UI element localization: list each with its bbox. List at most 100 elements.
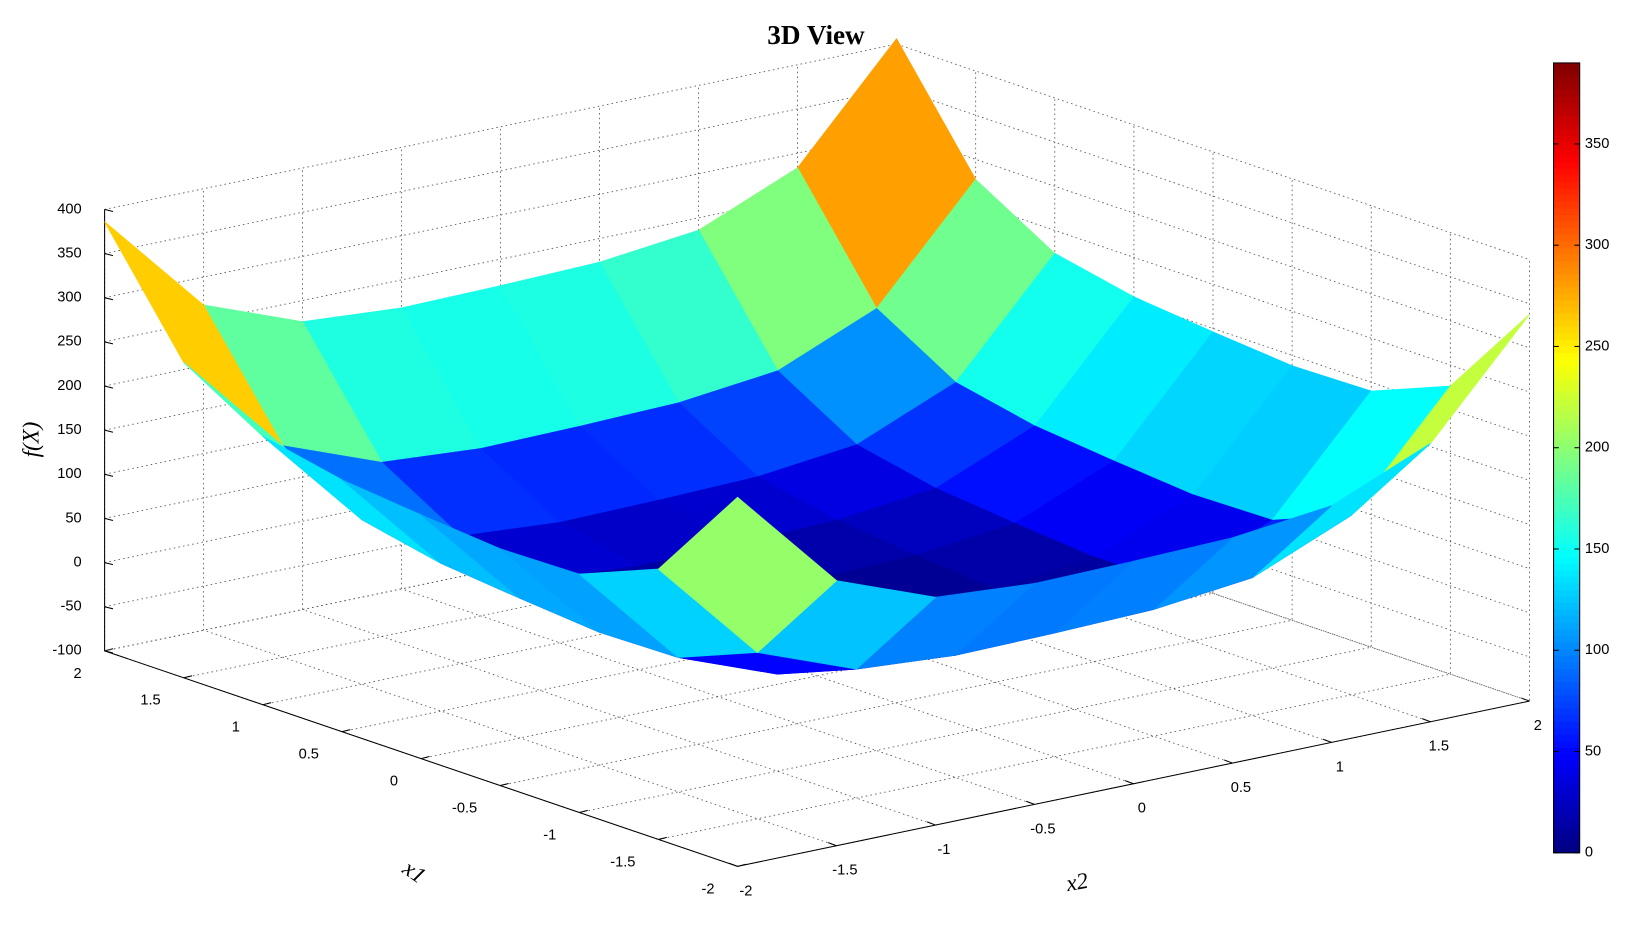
y-tick-label: -0.5 (1030, 821, 1055, 837)
colorbar-segment (1553, 155, 1580, 163)
grid-line (104, 485, 1530, 702)
colorbar-segment (1553, 556, 1580, 564)
colorbar-segment (1553, 602, 1580, 610)
colorbar-segment (1553, 405, 1580, 413)
tick-mark (262, 702, 272, 706)
colorbar-segment (1553, 550, 1580, 558)
x-tick-label: 0.5 (299, 747, 319, 763)
colorbar-segment (1553, 424, 1580, 433)
y-tick-label: 0.5 (1231, 780, 1251, 796)
colorbar-segment (1553, 161, 1580, 169)
colorbar-tick-label: 250 (1585, 338, 1609, 354)
colorbar-segment (1553, 207, 1580, 215)
colorbar-segment (1553, 800, 1580, 808)
tick-mark (104, 253, 114, 257)
colorbar-segment (1553, 411, 1580, 419)
colorbar-segment (1553, 214, 1580, 222)
colorbar-segment (1553, 688, 1580, 696)
tick-mark (104, 562, 114, 566)
z-tick-label: 200 (57, 378, 81, 394)
surface-patch (657, 496, 838, 653)
colorbar-segment (1553, 813, 1580, 821)
colorbar-segment (1553, 642, 1580, 650)
z-axis-label: f(X) (18, 422, 44, 458)
colorbar-segment (1553, 148, 1580, 156)
colorbar-segment (1553, 313, 1580, 321)
colorbar-segment (1553, 681, 1580, 689)
x-axis-label: x1 (398, 854, 432, 888)
z-tick-label: 350 (57, 245, 81, 261)
colorbar-segment (1553, 115, 1580, 123)
z-tick-label: 0 (73, 554, 81, 570)
tick-mark (579, 809, 588, 814)
colorbar-tick-label: 150 (1585, 541, 1609, 557)
colorbar-segment (1553, 141, 1580, 150)
tick-mark (1322, 738, 1332, 743)
chart-title: 3D View (767, 20, 865, 50)
colorbar-segment (1553, 122, 1580, 130)
colorbar-segment (1553, 220, 1580, 229)
colorbar-segment (1553, 464, 1580, 472)
colorbar-segment (1553, 510, 1580, 518)
colorbar-segment (1553, 477, 1580, 485)
colorbar-segment (1553, 484, 1580, 492)
grid-line (104, 87, 1530, 305)
grid-line (203, 188, 837, 847)
colorbar-segment (1553, 747, 1580, 755)
tick-mark (341, 729, 351, 733)
colorbar-segment (1553, 622, 1580, 630)
z-tick-label: 250 (57, 334, 81, 350)
tick-mark (1223, 759, 1233, 764)
colorbar-segment (1553, 339, 1580, 347)
colorbar-segment (1553, 694, 1580, 702)
colorbar-segment (1553, 714, 1580, 722)
colorbar-segment (1553, 543, 1580, 551)
x-tick-label: -2 (702, 881, 715, 897)
tick-mark (104, 517, 114, 522)
colorbar-segment (1553, 457, 1580, 465)
x-tick-label: 1.5 (140, 693, 160, 709)
tick-mark (926, 821, 936, 826)
y-tick-label: -1.5 (832, 863, 857, 879)
tick-mark (420, 756, 430, 760)
colorbar-segment (1553, 833, 1580, 841)
grid-line (104, 43, 1530, 261)
colorbar-segment (1553, 589, 1580, 597)
grid-line (341, 124, 1135, 733)
colorbar-segment (1553, 826, 1580, 834)
y-tick-label: -2 (739, 883, 752, 899)
tick-mark (104, 473, 114, 477)
y-tick-label: 1.5 (1429, 739, 1449, 755)
grid-line (183, 71, 977, 679)
z-tick-label: 50 (65, 510, 81, 526)
colorbar-tick-label: 50 (1585, 743, 1601, 759)
colorbar-segment (1553, 438, 1580, 446)
tick-mark (104, 385, 114, 389)
colorbar-segment (1553, 306, 1580, 314)
colorbar-segment (1553, 201, 1580, 209)
colorbar-segment (1553, 596, 1580, 604)
colorbar-segment (1553, 392, 1580, 400)
tick-mark (658, 836, 667, 840)
colorbar-segment (1553, 266, 1580, 275)
tick-mark (104, 429, 114, 433)
colorbar-segment (1553, 431, 1580, 439)
colorbar-segment (1553, 280, 1580, 288)
colorbar-segment (1553, 451, 1580, 459)
z-tick-label: 400 (57, 201, 81, 217)
x-tick-label: -0.5 (452, 800, 477, 816)
colorbar-segment (1553, 109, 1580, 117)
colorbar-segment (1553, 76, 1580, 84)
colorbar-segment (1553, 780, 1580, 788)
colorbar-segment (1553, 569, 1580, 577)
colorbar-segment (1553, 89, 1580, 97)
tick-mark (1025, 800, 1035, 805)
y-tick-label: 0 (1138, 801, 1146, 817)
x-tick-label: 0 (390, 774, 398, 790)
colorbar-segment (1553, 95, 1580, 103)
x-tick-label: 2 (73, 666, 81, 682)
colorbar-segment (1553, 773, 1580, 781)
tick-mark (500, 782, 509, 787)
colorbar-segment (1553, 174, 1580, 182)
